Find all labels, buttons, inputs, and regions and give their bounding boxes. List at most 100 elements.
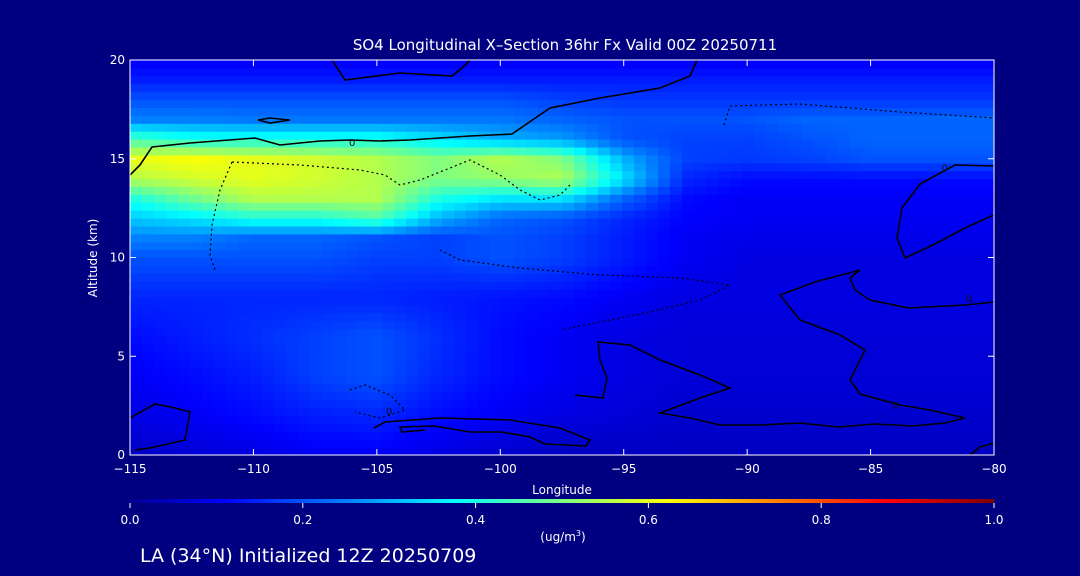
heatmap-cell — [874, 178, 887, 187]
heatmap-cell — [130, 146, 143, 156]
heatmap-cell — [382, 289, 395, 298]
heatmap-cell — [898, 60, 911, 69]
heatmap-cell — [874, 312, 887, 322]
heatmap-cell — [850, 75, 863, 85]
heatmap-cell — [334, 99, 347, 108]
heatmap-cell — [826, 60, 839, 69]
heatmap-cell — [454, 131, 467, 140]
heatmap-cell — [442, 162, 455, 172]
heatmap-cell — [442, 67, 455, 77]
heatmap-cell — [982, 399, 994, 409]
heatmap-cell — [526, 447, 539, 455]
heatmap-cell — [970, 178, 983, 187]
heatmap-cell — [826, 249, 839, 259]
heatmap-cell — [322, 107, 335, 116]
heatmap-cell — [982, 139, 994, 148]
heatmap-cell — [358, 447, 371, 455]
heatmap-cell — [358, 407, 371, 417]
heatmap-cell — [142, 91, 155, 101]
heatmap-cell — [766, 186, 779, 195]
heatmap-cell — [550, 115, 563, 124]
heatmap-cell — [130, 439, 143, 448]
heatmap-cell — [742, 415, 755, 424]
heatmap-cell — [862, 376, 875, 385]
heatmap-cell — [514, 289, 527, 298]
heatmap-cell — [958, 186, 971, 195]
heatmap-cell — [754, 289, 767, 298]
heatmap-cell — [634, 423, 647, 432]
heatmap-cell — [694, 281, 707, 290]
heatmap-cell — [250, 115, 263, 124]
heatmap-cell — [550, 265, 563, 274]
heatmap-cell — [730, 225, 743, 235]
heatmap-cell — [778, 218, 791, 227]
heatmap-cell — [670, 233, 683, 243]
heatmap-cell — [886, 344, 899, 353]
heatmap-cell — [298, 423, 311, 432]
heatmap-cell — [286, 186, 299, 195]
heatmap-cell — [286, 344, 299, 353]
heatmap-cell — [322, 297, 335, 306]
heatmap-cell — [850, 328, 863, 338]
heatmap-cell — [166, 368, 179, 377]
heatmap-cell — [622, 297, 635, 306]
heatmap-cell — [706, 218, 719, 227]
heatmap-cell — [514, 139, 527, 148]
heatmap-cell — [814, 146, 827, 156]
heatmap-cell — [598, 75, 611, 85]
heatmap-cell — [982, 202, 994, 211]
heatmap-cell — [814, 312, 827, 322]
heatmap-cell — [586, 146, 599, 156]
heatmap-cell — [958, 281, 971, 290]
heatmap-cell — [418, 391, 431, 401]
heatmap-cell — [766, 352, 779, 361]
heatmap-cell — [478, 178, 491, 187]
heatmap-cell — [766, 431, 779, 440]
heatmap-cell — [298, 265, 311, 274]
heatmap-cell — [502, 289, 515, 298]
heatmap-cell — [154, 67, 167, 77]
heatmap-cell — [682, 225, 695, 235]
heatmap-cell — [562, 67, 575, 77]
heatmap-cell — [334, 304, 347, 314]
heatmap-cell — [430, 233, 443, 243]
heatmap-cell — [430, 186, 443, 195]
heatmap-cell — [334, 123, 347, 132]
heatmap-cell — [670, 407, 683, 417]
heatmap-cell — [334, 407, 347, 417]
heatmap-cell — [706, 194, 719, 203]
heatmap-cell — [682, 146, 695, 156]
heatmap-cell — [742, 423, 755, 432]
heatmap-cell — [550, 399, 563, 409]
heatmap-cell — [490, 399, 503, 409]
heatmap-cell — [826, 186, 839, 195]
heatmap-cell — [778, 439, 791, 448]
heatmap-cell — [394, 328, 407, 338]
heatmap-cell — [850, 60, 863, 69]
heatmap-cell — [958, 328, 971, 338]
heatmap-cell — [466, 139, 479, 148]
heatmap-cell — [310, 399, 323, 409]
heatmap-cell — [754, 281, 767, 290]
heatmap-cell — [490, 257, 503, 266]
heatmap-cell — [874, 336, 887, 345]
heatmap-cell — [646, 139, 659, 148]
heatmap-cell — [550, 186, 563, 195]
heatmap-cell — [814, 407, 827, 417]
heatmap-cell — [142, 312, 155, 322]
heatmap-cell — [910, 344, 923, 353]
heatmap-cell — [838, 146, 851, 156]
heatmap-cell — [622, 60, 635, 69]
heatmap-cell — [946, 312, 959, 322]
heatmap-cell — [214, 281, 227, 290]
heatmap-cell — [310, 60, 323, 69]
heatmap-cell — [502, 265, 515, 274]
heatmap-cell — [574, 312, 587, 322]
heatmap-cell — [634, 139, 647, 148]
heatmap-cell — [898, 391, 911, 401]
heatmap-cell — [862, 383, 875, 393]
heatmap-cell — [694, 391, 707, 401]
heatmap-cell — [454, 257, 467, 266]
heatmap-cell — [370, 439, 383, 448]
heatmap-cell — [130, 281, 143, 290]
